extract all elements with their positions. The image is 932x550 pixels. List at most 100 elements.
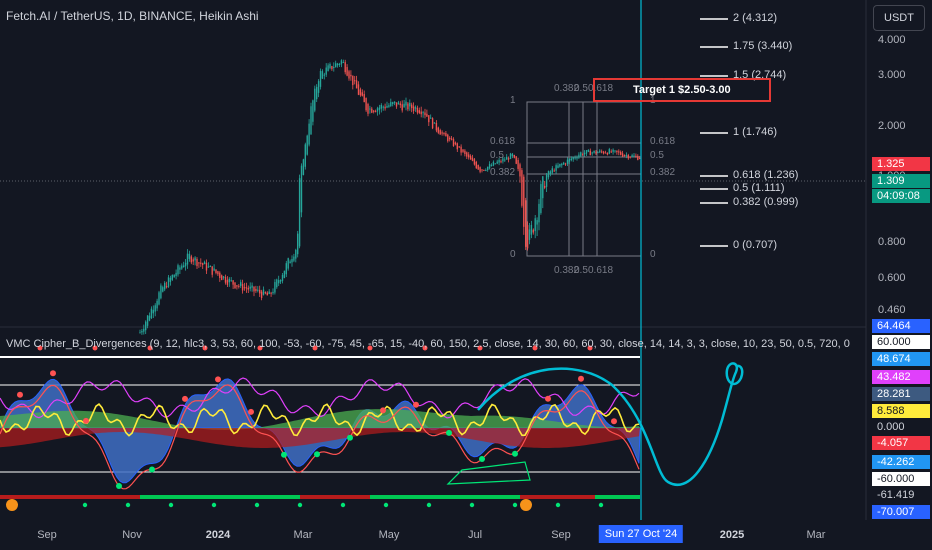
candle-body <box>627 155 629 159</box>
candle-body <box>312 100 314 122</box>
candle-body <box>441 132 443 134</box>
candle-body <box>511 153 514 157</box>
crosshair-date-label: Sun 27 Oct '24 <box>598 525 684 543</box>
candle-body <box>597 152 599 154</box>
candle-body <box>164 282 166 290</box>
candle-body <box>344 62 346 73</box>
fib-level-label: 0.5 (1.111) <box>733 182 785 194</box>
candle-body <box>382 106 384 108</box>
candle-body <box>363 94 365 103</box>
top-signal-dot <box>422 345 428 351</box>
fib-grid-label: 0 <box>650 249 656 260</box>
candle-body <box>443 132 445 134</box>
candle-body <box>395 102 398 107</box>
fib-grid-label: 0.382 <box>490 167 516 178</box>
candle-body <box>449 137 451 140</box>
candle-body <box>393 101 396 104</box>
candle-body <box>583 152 586 155</box>
trend-bar-bull <box>595 495 640 499</box>
candle-body <box>380 104 382 109</box>
candle-body <box>580 152 582 157</box>
fib-level-label: 2 (4.312) <box>733 12 778 24</box>
candle-body <box>409 102 411 107</box>
candle-body <box>327 65 329 72</box>
candle-body <box>542 176 544 199</box>
fib-grid-label: 0 <box>510 249 516 260</box>
cross-dot <box>413 401 419 408</box>
candle-body <box>346 67 348 76</box>
candle-body <box>260 291 263 298</box>
candle-body <box>371 108 373 113</box>
price-axis-label: 0.800 <box>878 236 906 248</box>
cross-dot <box>380 407 386 414</box>
candle-body <box>354 80 356 82</box>
candle-body <box>241 284 244 291</box>
candle-body <box>238 285 240 287</box>
bottom-signal-dot <box>82 502 88 508</box>
time-axis-label: Sep <box>551 529 571 541</box>
candle-body <box>139 332 141 334</box>
candle-body <box>323 74 325 76</box>
fib-level-label: 0 (0.707) <box>733 239 778 251</box>
candle-body <box>566 159 569 164</box>
candle-body <box>494 163 496 165</box>
candle-body <box>338 64 341 66</box>
candle-body <box>355 80 358 89</box>
candle-body <box>186 253 189 265</box>
candle-body <box>336 63 339 66</box>
candle-body <box>629 156 631 158</box>
trend-bar <box>0 495 640 499</box>
bottom-signal-dot <box>168 502 174 508</box>
candle-body <box>333 66 335 68</box>
candle-body <box>454 142 457 145</box>
candle-body <box>445 133 447 137</box>
candle-body <box>325 67 327 75</box>
symbol-title[interactable]: Fetch.AI / TetherUS, 1D, BINANCE, Heikin… <box>6 9 259 23</box>
indicator-axis-badge: 43.482 <box>872 370 930 384</box>
cross-dot <box>347 434 353 441</box>
candle-body <box>576 157 578 159</box>
candle-body <box>418 110 420 113</box>
currency-button[interactable]: USDT <box>873 5 925 31</box>
candle-body <box>462 149 464 152</box>
candle-body <box>570 158 572 161</box>
candle-body <box>329 64 331 69</box>
indicator-axis-badge: 8.588 <box>872 404 930 418</box>
cross-dot <box>182 395 188 402</box>
price-axis-label: 0.600 <box>878 272 906 284</box>
candle-body <box>411 104 413 109</box>
candle-body <box>266 292 268 296</box>
candle-body <box>179 267 181 270</box>
candle-body <box>165 286 168 288</box>
candle-body <box>357 84 360 95</box>
candle-body <box>530 224 533 235</box>
candle-body <box>460 146 462 153</box>
time-axis-label: 2024 <box>205 529 231 541</box>
candle-body <box>485 170 487 172</box>
candle-body <box>621 153 624 157</box>
cross-dot <box>248 408 254 415</box>
candle-body <box>433 122 436 124</box>
high-price-badge: 1.325 <box>872 157 930 171</box>
time-axis-label: Nov <box>122 529 142 541</box>
candle-body <box>587 149 590 152</box>
candle-body <box>213 268 215 271</box>
projection-drawing <box>477 362 744 486</box>
rsi-mfi-area <box>0 428 640 448</box>
candle-body <box>479 167 481 172</box>
bottom-signal-dot <box>383 502 389 508</box>
candle-body <box>386 105 388 108</box>
fib-grid-label: 0.618 <box>588 83 614 94</box>
bottom-signal-dot <box>512 502 518 508</box>
candle-body <box>589 150 591 156</box>
candle-body <box>200 262 202 264</box>
target-annotation[interactable]: Target 1 $2.50-3.00 <box>593 78 771 102</box>
candle-body <box>374 111 377 113</box>
bottom-signal-dot <box>211 502 217 508</box>
bottom-signal-dot <box>340 502 346 508</box>
candle-body <box>464 150 466 154</box>
indicator-title[interactable]: VMC Cipher_B_Divergences (9, 12, hlc3, 3… <box>6 338 850 350</box>
candle-body <box>568 158 571 162</box>
candle-body <box>473 159 476 165</box>
